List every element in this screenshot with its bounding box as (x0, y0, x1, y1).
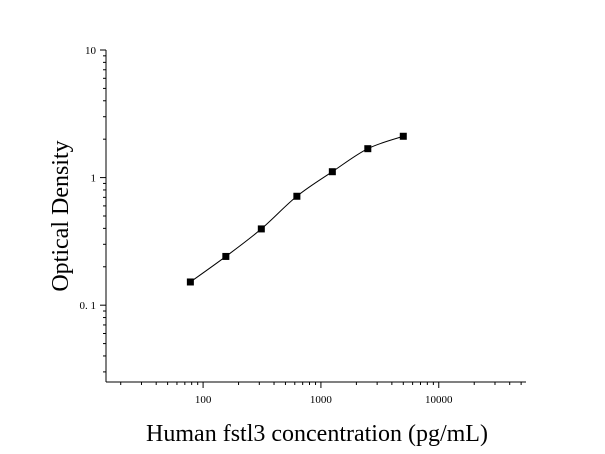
x-axis-label: Human fstl3 concentration (pg/mL) (146, 421, 488, 447)
y-tick-label: 10 (85, 45, 97, 57)
data-points (186, 132, 407, 286)
data-point (222, 252, 230, 260)
x-tick-label: 10000 (425, 394, 453, 406)
y-tick-label: 1 (91, 173, 97, 185)
data-point (186, 278, 194, 286)
x-tick-label: 100 (195, 394, 212, 406)
y-axis-label: Optical Density (48, 140, 74, 291)
data-point (364, 145, 372, 153)
data-point (257, 225, 265, 233)
y-tick-label: 0. 1 (80, 300, 97, 312)
fit-curve-line (190, 135, 404, 283)
data-point (293, 192, 301, 200)
data-point (328, 168, 336, 176)
data-point (399, 132, 407, 140)
axes (100, 49, 526, 388)
x-tick-label: 1000 (310, 394, 333, 406)
fit-curve-layer (190, 135, 404, 283)
tick-labels: 100 1000 10000 0. 1 1 10 (80, 45, 454, 406)
